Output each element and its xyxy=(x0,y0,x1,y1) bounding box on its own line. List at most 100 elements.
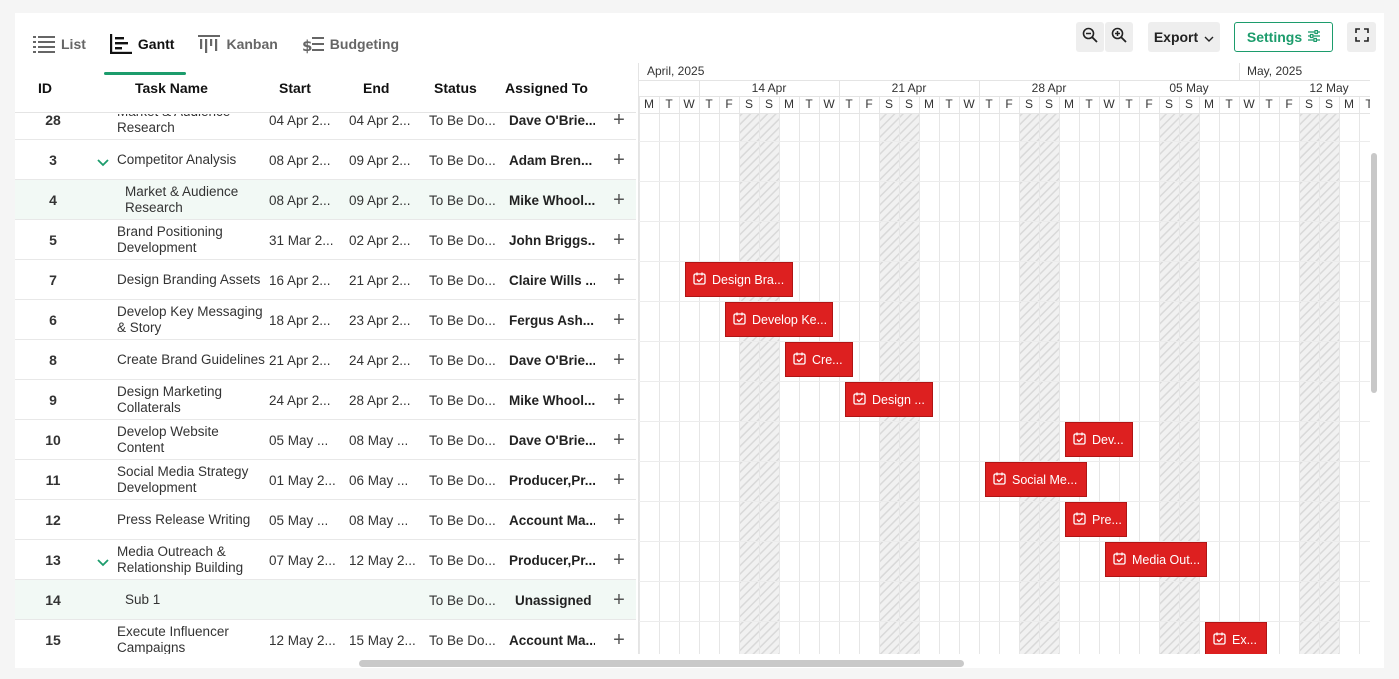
column-header-end[interactable]: End xyxy=(363,80,390,96)
table-row[interactable]: 13 Media Outreach & Relationship Building… xyxy=(15,540,636,580)
task-start[interactable]: 12 May 2... xyxy=(269,632,336,648)
task-assignee[interactable]: Dave O'Brie... xyxy=(509,114,595,128)
task-status[interactable]: To Be Do... xyxy=(429,192,496,208)
table-row[interactable]: 11 Social Media Strategy Development 01 Ma… xyxy=(15,460,636,500)
task-start[interactable]: 07 May 2... xyxy=(269,552,336,568)
add-subtask-icon[interactable]: + xyxy=(613,428,625,451)
chevron-down-icon[interactable] xyxy=(97,555,109,570)
task-name[interactable]: Media Outreach & Relationship Building xyxy=(117,544,244,575)
add-subtask-icon[interactable]: + xyxy=(613,188,625,211)
gantt-task-bar[interactable]: Pre... xyxy=(1065,502,1127,537)
task-assignee[interactable]: Dave O'Brie... xyxy=(509,352,595,368)
task-start[interactable]: 24 Apr 2... xyxy=(269,392,331,408)
task-end[interactable]: 04 Apr 2... xyxy=(349,114,411,128)
task-assignee[interactable]: John Briggs... xyxy=(509,232,595,248)
task-status[interactable]: To Be Do... xyxy=(429,352,496,368)
table-row[interactable]: 4 Market & Audience Research 08 Apr 2... 09… xyxy=(15,180,636,220)
task-end[interactable] xyxy=(349,580,419,620)
horizontal-scrollbar[interactable] xyxy=(359,660,964,667)
chevron-down-icon[interactable] xyxy=(97,155,109,170)
task-assignee[interactable]: Producer,Pr... xyxy=(509,552,595,568)
task-name[interactable]: Brand Positioning Development xyxy=(117,224,223,255)
zoom-in-button[interactable] xyxy=(1105,22,1133,52)
fullscreen-button[interactable] xyxy=(1347,22,1376,52)
add-subtask-icon[interactable]: + xyxy=(613,348,625,371)
task-end[interactable]: 08 May ... xyxy=(349,432,409,448)
task-end[interactable]: 02 Apr 2... xyxy=(349,232,411,248)
task-start[interactable]: 16 Apr 2... xyxy=(269,272,331,288)
task-assignee[interactable]: Adam Bren... xyxy=(509,152,593,168)
task-end[interactable]: 09 Apr 2... xyxy=(349,152,411,168)
task-start[interactable]: 05 May ... xyxy=(269,432,329,448)
export-button[interactable]: Export xyxy=(1148,22,1220,52)
table-row[interactable]: 9 Design Marketing Collaterals 24 Apr 2...… xyxy=(15,380,636,420)
add-subtask-icon[interactable]: + xyxy=(613,308,625,331)
column-header-assigned-to[interactable]: Assigned To xyxy=(505,80,588,96)
task-start[interactable]: 08 Apr 2... xyxy=(269,152,331,168)
gantt-task-bar[interactable]: Design Bra... xyxy=(685,262,793,297)
gantt-task-bar[interactable]: Ex... xyxy=(1205,622,1267,654)
task-status[interactable]: To Be Do... xyxy=(429,272,496,288)
task-name[interactable]: Develop Key Messaging & Story xyxy=(117,304,263,335)
add-subtask-icon[interactable]: + xyxy=(613,508,625,531)
task-end[interactable]: 06 May ... xyxy=(349,472,409,488)
task-assignee[interactable]: Account Ma... xyxy=(509,632,595,648)
add-subtask-icon[interactable]: + xyxy=(613,388,625,411)
zoom-out-button[interactable] xyxy=(1076,22,1104,52)
column-header-id[interactable]: ID xyxy=(38,80,52,96)
add-subtask-icon[interactable]: + xyxy=(613,228,625,251)
vertical-scrollbar[interactable] xyxy=(1371,153,1377,393)
gantt-task-bar[interactable]: Develop Ke... xyxy=(725,302,833,337)
task-end[interactable]: 09 Apr 2... xyxy=(349,192,411,208)
add-subtask-icon[interactable]: + xyxy=(613,548,625,571)
table-row[interactable]: 6 Develop Key Messaging & Story 18 Apr 2..… xyxy=(15,300,636,340)
task-assignee[interactable]: Account Ma... xyxy=(509,512,595,528)
task-name[interactable]: Execute Influencer Campaigns xyxy=(117,624,229,654)
task-start[interactable]: 21 Apr 2... xyxy=(269,352,331,368)
table-row[interactable]: 8 Create Brand Guidelines 21 Apr 2... 24 Ap… xyxy=(15,340,636,380)
add-subtask-icon[interactable]: + xyxy=(613,588,625,611)
task-end[interactable]: 15 May 2... xyxy=(349,632,416,648)
task-assignee[interactable]: Claire Wills ... xyxy=(509,272,595,288)
tab-budgeting[interactable]: $ Budgeting xyxy=(302,26,407,62)
task-assignee[interactable]: Mike Whool... xyxy=(509,392,595,408)
task-status[interactable]: To Be Do... xyxy=(429,472,496,488)
add-subtask-icon[interactable]: + xyxy=(613,628,625,651)
gantt-task-bar[interactable]: Media Out... xyxy=(1105,542,1207,577)
column-header-task-name[interactable]: Task Name xyxy=(135,80,208,96)
column-header-status[interactable]: Status xyxy=(434,80,477,96)
tab-kanban[interactable]: Kanban xyxy=(198,26,285,62)
add-subtask-icon[interactable]: + xyxy=(613,268,625,291)
task-assignee[interactable]: Mike Whool... xyxy=(509,192,595,208)
task-name[interactable]: Develop Website Content xyxy=(117,424,219,455)
task-start[interactable]: 05 May ... xyxy=(269,512,329,528)
settings-button[interactable]: Settings xyxy=(1234,22,1333,52)
task-name[interactable]: Sub 1 xyxy=(125,592,161,607)
add-subtask-icon[interactable]: + xyxy=(613,148,625,171)
gantt-task-bar[interactable]: Social Me... xyxy=(985,462,1087,497)
task-name[interactable]: Create Brand Guidelines xyxy=(117,352,265,367)
task-start[interactable]: 04 Apr 2... xyxy=(269,114,331,128)
table-row[interactable]: 15 Execute Influencer Campaigns 12 May 2..… xyxy=(15,620,636,654)
add-subtask-icon[interactable]: + xyxy=(613,114,625,131)
tab-gantt[interactable]: Gantt xyxy=(103,26,186,75)
task-end[interactable]: 21 Apr 2... xyxy=(349,272,411,288)
task-start[interactable]: 08 Apr 2... xyxy=(269,192,331,208)
task-name[interactable]: Competitor Analysis xyxy=(117,152,237,167)
task-status[interactable]: To Be Do... xyxy=(429,512,496,528)
task-name[interactable]: Social Media Strategy Development xyxy=(117,464,249,495)
gantt-task-bar[interactable]: Dev... xyxy=(1065,422,1133,457)
task-status[interactable]: To Be Do... xyxy=(429,632,496,648)
gantt-task-bar[interactable]: Design ... xyxy=(845,382,933,417)
tab-list[interactable]: List xyxy=(33,26,94,62)
task-end[interactable]: 08 May ... xyxy=(349,512,409,528)
table-row[interactable]: 3 Competitor Analysis 08 Apr 2... 09 Apr 2.… xyxy=(15,140,636,180)
task-status[interactable]: To Be Do... xyxy=(429,232,496,248)
task-status[interactable]: To Be Do... xyxy=(429,432,496,448)
task-start[interactable]: 18 Apr 2... xyxy=(269,312,331,328)
task-start[interactable]: 01 May 2... xyxy=(269,472,336,488)
task-name[interactable]: Press Release Writing xyxy=(117,512,251,527)
task-name[interactable]: Market & Audience Research xyxy=(117,114,230,135)
task-end[interactable]: 23 Apr 2... xyxy=(349,312,411,328)
table-row[interactable]: 5 Brand Positioning Development 31 Mar 2..… xyxy=(15,220,636,260)
